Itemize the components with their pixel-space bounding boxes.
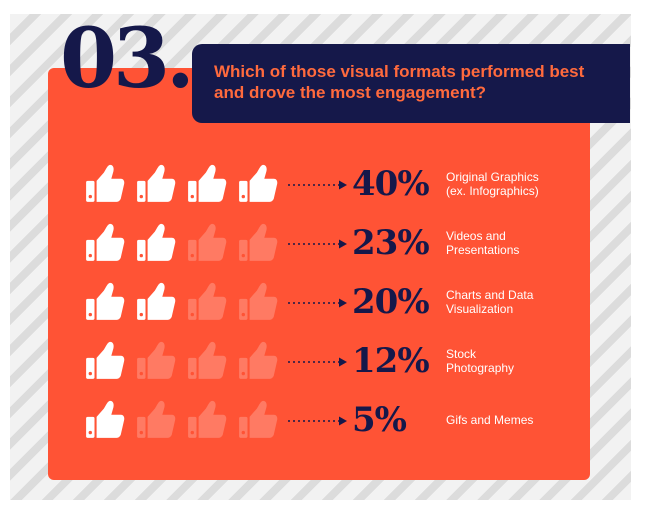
category-label: Charts and Data Visualization <box>446 288 576 316</box>
thumbs-up-icon <box>186 163 228 205</box>
dotted-arrow <box>286 355 348 373</box>
category-label-line: Presentations <box>446 243 520 257</box>
thumbs-up-icon <box>84 281 126 323</box>
value-label: 40% <box>352 164 430 204</box>
section-number: 03. <box>60 11 195 107</box>
value-label: 23% <box>352 223 430 263</box>
thumbs-up-faded-icon <box>186 222 228 264</box>
question-line-2: and drove the most engagement? <box>214 83 487 102</box>
thumbs-up-faded-icon <box>135 399 177 441</box>
category-label-line: Photography <box>446 361 515 375</box>
dotted-arrow <box>286 296 348 314</box>
thumbs-up-icon <box>237 163 279 205</box>
category-label-line: Stock <box>446 347 477 361</box>
category-label-line: Videos and <box>446 229 506 243</box>
thumbs-up-icon <box>84 399 126 441</box>
thumbs-up-icon <box>84 163 126 205</box>
question-box: Which of those visual formats performed … <box>192 44 630 123</box>
category-label: Videos and Presentations <box>446 229 576 257</box>
question-text: Which of those visual formats performed … <box>214 61 604 103</box>
dotted-arrow <box>286 414 348 432</box>
category-label: Gifs and Memes <box>446 413 576 427</box>
thumbs-up-icon <box>135 281 177 323</box>
thumbs-up-faded-icon <box>186 340 228 382</box>
thumbs-up-faded-icon <box>186 281 228 323</box>
category-label-line: Gifs and Memes <box>446 413 534 427</box>
category-label: Stock Photography <box>446 347 576 375</box>
thumbs-up-icon <box>135 222 177 264</box>
value-label: 5% <box>352 400 407 440</box>
thumbs-up-faded-icon <box>237 222 279 264</box>
category-label-line: Visualization <box>446 302 514 316</box>
category-label: Original Graphics (ex. Infographics) <box>446 170 576 198</box>
thumbs-up-icon <box>84 222 126 264</box>
category-label-line: Charts and Data <box>446 288 534 302</box>
value-label: 12% <box>352 341 430 381</box>
dotted-arrow <box>286 178 348 196</box>
thumbs-up-faded-icon <box>237 399 279 441</box>
thumbs-up-faded-icon <box>135 340 177 382</box>
thumbs-up-icon <box>84 340 126 382</box>
thumbs-up-faded-icon <box>237 340 279 382</box>
category-label-line: (ex. Infographics) <box>446 184 539 198</box>
value-label: 20% <box>352 282 430 322</box>
thumbs-up-faded-icon <box>186 399 228 441</box>
orange-panel <box>48 68 590 480</box>
dotted-arrow <box>286 237 348 255</box>
thumbs-up-faded-icon <box>237 281 279 323</box>
question-line-1: Which of those visual formats performed … <box>214 62 585 81</box>
category-label-line: Original Graphics <box>446 170 539 184</box>
thumbs-up-icon <box>135 163 177 205</box>
